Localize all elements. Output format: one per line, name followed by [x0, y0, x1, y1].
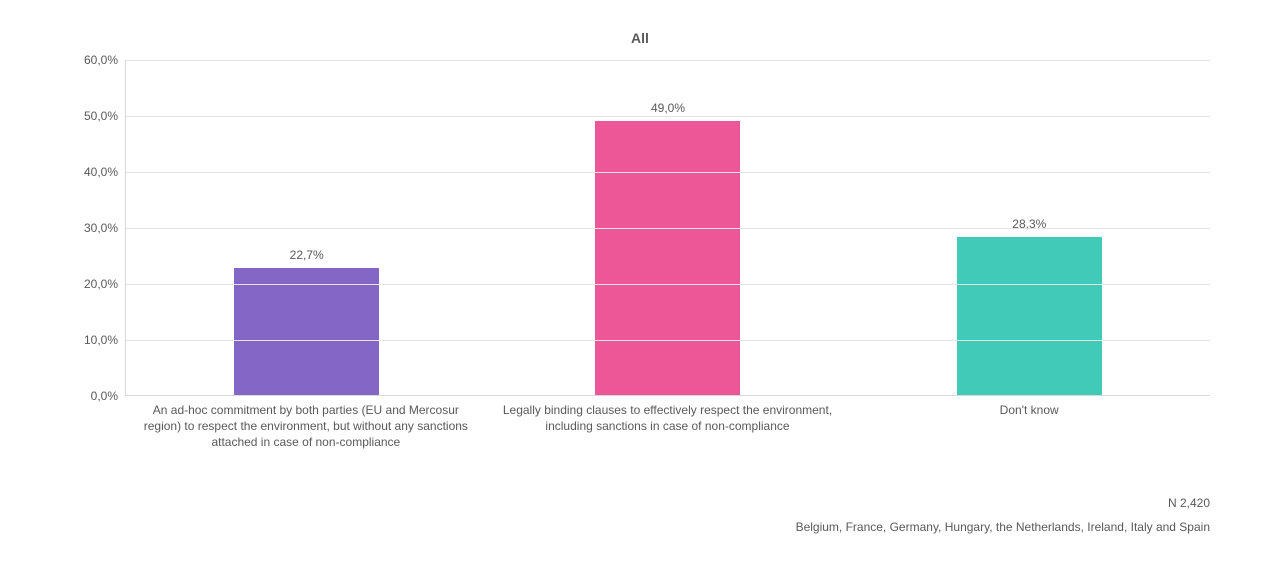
x-axis-labels: An ad-hoc commitment by both parties (EU…	[125, 402, 1210, 451]
y-tick-label: 10,0%	[84, 333, 126, 347]
gridline	[126, 172, 1210, 173]
gridline	[126, 116, 1210, 117]
bar: 49,0%	[595, 121, 740, 395]
bar-chart: All 22,7% 49,0% 28,3% 0,0% 10,0% 20,0% 30,0% 4…	[60, 30, 1220, 566]
bar-value-label: 49,0%	[651, 101, 685, 115]
plot-area: 22,7%49,0%28,3% 0,0%10,0%20,0%30,0%40,0%…	[125, 60, 1210, 396]
bar-value-label: 22,7%	[290, 248, 324, 262]
x-axis-label: An ad-hoc commitment by both parties (EU…	[125, 402, 487, 451]
y-tick-label: 0,0%	[91, 389, 126, 403]
x-axis-label: Don't know	[848, 402, 1210, 451]
bar: 22,7%	[234, 268, 379, 395]
x-axis-label: Legally binding clauses to effectively r…	[487, 402, 849, 451]
gridline	[126, 60, 1210, 61]
y-tick-label: 50,0%	[84, 109, 126, 123]
countries-note: Belgium, France, Germany, Hungary, the N…	[796, 520, 1210, 534]
y-tick-label: 60,0%	[84, 53, 126, 67]
bar: 28,3%	[957, 237, 1102, 395]
sample-size-note: N 2,420	[1168, 496, 1210, 510]
chart-title: All	[60, 30, 1220, 46]
gridline	[126, 340, 1210, 341]
gridline	[126, 228, 1210, 229]
y-tick-label: 20,0%	[84, 277, 126, 291]
gridline	[126, 284, 1210, 285]
y-tick-label: 40,0%	[84, 165, 126, 179]
y-tick-label: 30,0%	[84, 221, 126, 235]
